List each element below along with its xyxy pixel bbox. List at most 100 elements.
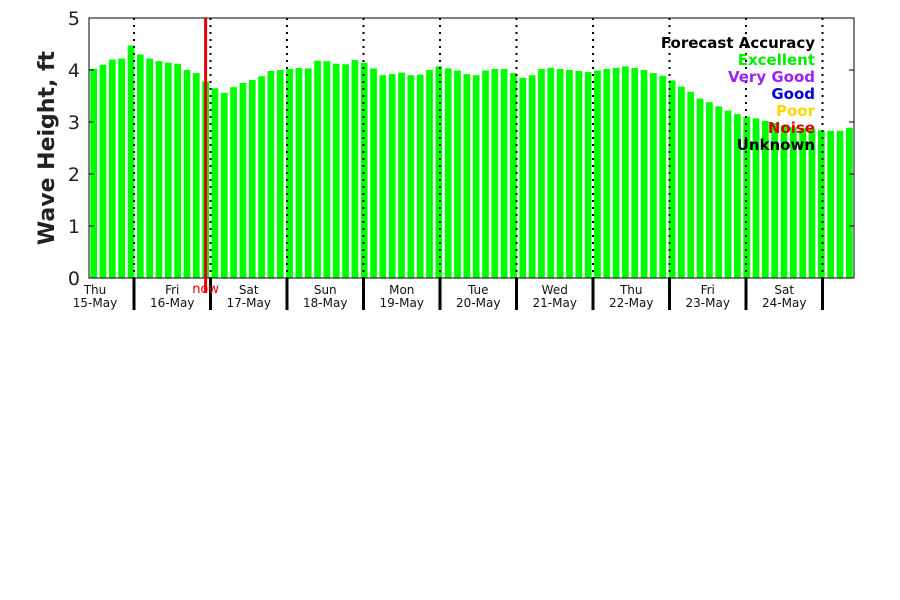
bar [211, 88, 219, 278]
y-axis-ticks: 0 1 2 3 4 5 [68, 8, 854, 290]
bar [472, 75, 480, 278]
bar [230, 87, 237, 278]
bar [491, 68, 499, 279]
day-weekday-label: Sat [774, 283, 794, 297]
bar [622, 66, 629, 278]
bar [183, 70, 191, 278]
bar [276, 70, 284, 278]
bar [407, 75, 415, 278]
bar [239, 83, 247, 278]
legend-item: Very Good [728, 68, 815, 86]
bar [827, 130, 835, 278]
bar [444, 68, 452, 278]
bar [342, 64, 349, 278]
bar [295, 67, 303, 278]
bar [780, 125, 788, 278]
bar [538, 68, 545, 279]
bar [500, 68, 508, 279]
bar [668, 80, 676, 279]
legend-item: Good [771, 85, 815, 103]
bar [650, 73, 657, 279]
bar [575, 71, 583, 278]
day-weekday-label: Wed [542, 283, 568, 297]
y-axis-label: Wave Height, ft [35, 50, 60, 245]
bar [762, 120, 769, 279]
bar [640, 70, 648, 278]
day-weekday-label: Sun [314, 283, 337, 297]
bar [724, 110, 732, 278]
bar [734, 114, 741, 278]
x-axis-day-labels: Thu15-MayFri16-MaySat17-MaySun18-MayMon1… [73, 283, 807, 310]
bar [248, 79, 256, 278]
day-date-label: 19-May [380, 296, 424, 310]
bar [631, 67, 639, 278]
bar [463, 74, 471, 278]
bar [519, 77, 527, 278]
bar [136, 54, 144, 279]
bar [696, 98, 704, 278]
bar [192, 73, 200, 279]
bar [482, 70, 489, 279]
bar [435, 66, 443, 278]
day-weekday-label: Fri [165, 283, 179, 297]
bar [808, 129, 816, 278]
bars-layer [90, 45, 853, 279]
legend-title: Forecast Accuracy [661, 34, 815, 52]
bar [90, 68, 98, 279]
plot-frame [88, 17, 855, 279]
bar [174, 63, 181, 279]
bar [416, 74, 424, 279]
legend-item: Excellent [738, 51, 815, 69]
bar [771, 123, 779, 278]
bar [799, 128, 807, 278]
bar [566, 70, 573, 278]
bar [388, 74, 396, 278]
day-date-label: 23-May [686, 296, 730, 310]
bar [258, 76, 265, 279]
bar [836, 130, 844, 278]
bar [304, 68, 312, 278]
now-label: now [192, 282, 219, 297]
bar [790, 127, 797, 278]
bar [715, 106, 723, 279]
y-tick-label: 4 [68, 60, 80, 82]
day-date-label: 24-May [762, 296, 806, 310]
bar [379, 75, 387, 278]
bar [314, 60, 321, 278]
bar [108, 59, 116, 278]
bar [370, 68, 377, 278]
legend-item: Unknown [737, 136, 815, 154]
bar [612, 67, 620, 278]
bar [594, 70, 601, 279]
bar [584, 72, 592, 278]
bar [426, 70, 433, 278]
day-weekday-label: Thu [619, 283, 643, 297]
y-tick-label: 2 [68, 164, 80, 186]
y-tick-label: 3 [68, 112, 80, 134]
bar [845, 127, 853, 278]
bar [323, 61, 331, 278]
y-tick-label: 5 [68, 8, 80, 30]
bar [267, 71, 275, 278]
bar [706, 102, 713, 279]
day-divider-layer [132, 18, 824, 310]
bar [360, 62, 368, 278]
bar [556, 68, 564, 279]
day-weekday-label: Thu [83, 283, 107, 297]
bar [351, 60, 359, 279]
day-weekday-label: Sat [239, 283, 259, 297]
day-date-label: 15-May [73, 296, 117, 310]
bar [547, 67, 555, 278]
bar [817, 130, 825, 278]
bar [332, 63, 340, 279]
bar [118, 58, 126, 279]
y-tick-label: 0 [68, 268, 80, 290]
bar [155, 61, 163, 278]
bar [286, 68, 293, 279]
y-tick-label: 1 [68, 216, 80, 238]
bar [659, 75, 667, 278]
bar [164, 62, 172, 278]
day-weekday-label: Fri [701, 283, 715, 297]
